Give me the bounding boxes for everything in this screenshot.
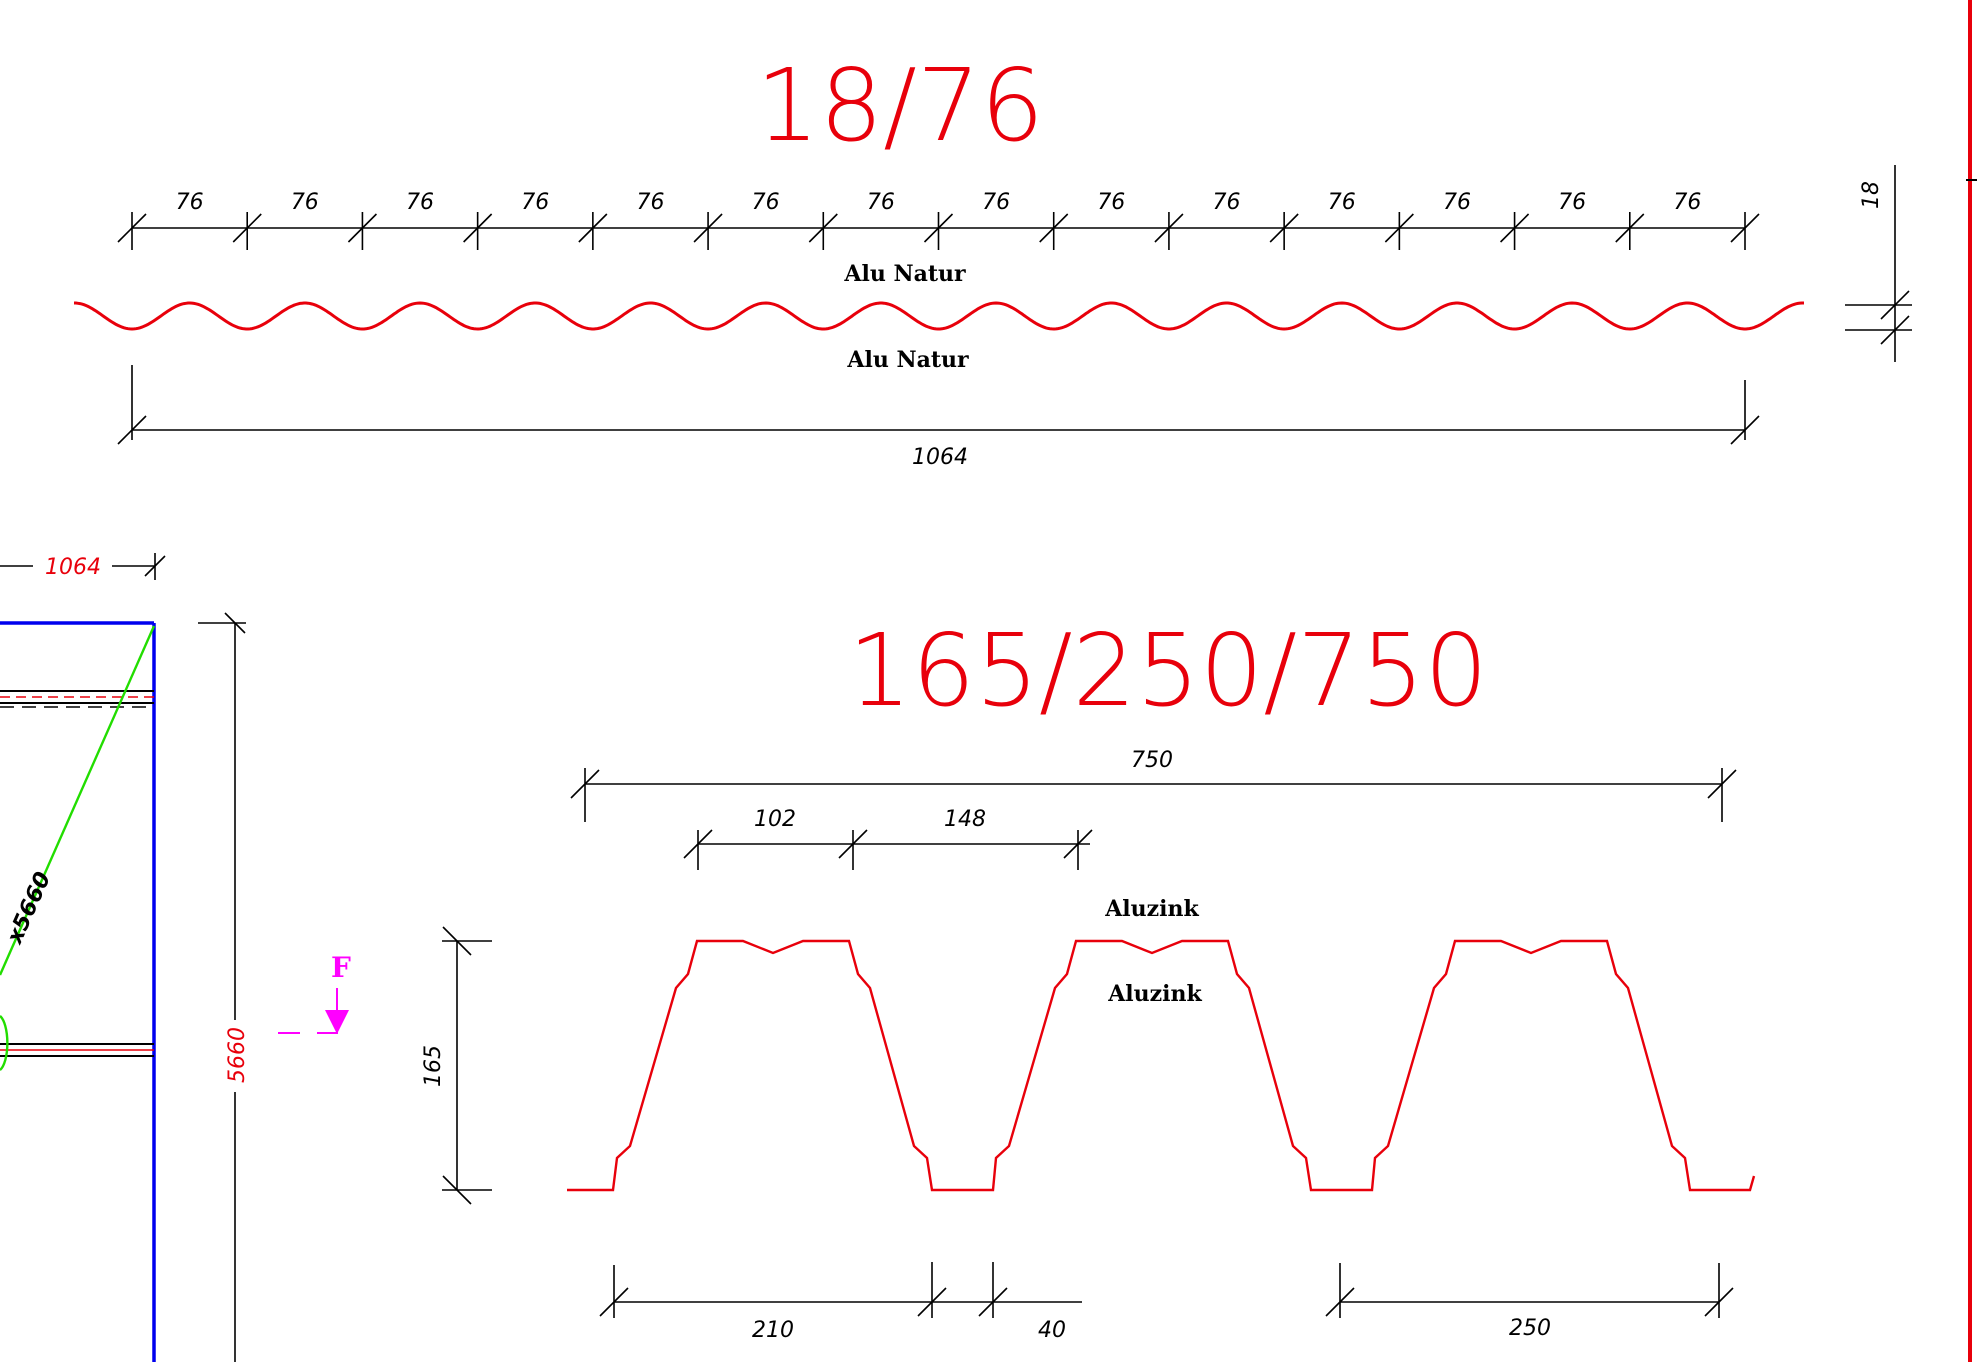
profile2-top-b-label: 148 xyxy=(944,807,986,832)
profile1-title: 18/76 xyxy=(756,47,1044,164)
left-panel-height-dimension xyxy=(198,612,246,1362)
pitch-tick-mark xyxy=(923,213,954,243)
pitch-tick-mark xyxy=(347,213,377,243)
pitch-tick-mark xyxy=(1039,213,1069,243)
left-panel-height-label: 5660 xyxy=(225,1027,250,1083)
left-panel-width-label: 1064 xyxy=(45,555,101,580)
pitch-label: 76 xyxy=(1097,190,1125,215)
pitch-tick-mark xyxy=(1384,213,1414,243)
profile2-title: 165/250/750 xyxy=(848,612,1488,729)
pitch-tick-mark xyxy=(693,213,723,243)
profile2-bottom-a-label: 210 xyxy=(752,1318,794,1343)
pitch-label: 76 xyxy=(406,190,434,215)
corrugated-sheet-profile xyxy=(74,301,1804,331)
profile1-height-label: 18 xyxy=(1859,181,1884,209)
pitch-tick-mark xyxy=(1154,213,1184,243)
left-panel: 1064 x5660 5660 xyxy=(0,553,351,1362)
panel-diagonal-brace xyxy=(0,625,156,976)
panel-rail-top xyxy=(0,690,154,708)
profile2-height-label: 165 xyxy=(421,1045,446,1087)
force-arrow xyxy=(278,988,349,1034)
profile1-width-label: 1064 xyxy=(912,445,968,470)
pitch-tick-mark xyxy=(463,213,493,243)
profile2-bottom-b-label: 40 xyxy=(1038,1318,1066,1343)
profile-165-250-750: 165/250/750 750 102 148 Aluzink Aluzink xyxy=(421,612,1756,1343)
title-block-edge xyxy=(1966,0,1977,1362)
panel-frame xyxy=(0,621,156,1362)
pitch-tick-mark xyxy=(232,213,262,243)
pitch-label: 76 xyxy=(636,190,664,215)
pitch-dimension-chain xyxy=(117,212,1760,250)
profile1-material-bottom: Alu Natur xyxy=(846,347,969,373)
profile2-bottom-c-label: 250 xyxy=(1509,1316,1551,1341)
overall-width-dimension xyxy=(117,365,1760,445)
profile2-top-flange-dimension xyxy=(683,829,1093,870)
pitch-label: 76 xyxy=(752,190,780,215)
pitch-tick-mark xyxy=(578,213,608,243)
panel-node-circle xyxy=(0,1015,9,1071)
pitch-label: 76 xyxy=(291,190,319,215)
pitch-label: 76 xyxy=(1328,190,1356,215)
profile-18-76: 18/76 76 76 76 76 76 76 76 76 76 76 76 76 76 76 Alu N… xyxy=(74,47,1912,470)
left-panel-width-dimension xyxy=(0,553,166,580)
pitch-label: 76 xyxy=(521,190,549,215)
pitch-label: 76 xyxy=(1673,190,1701,215)
pitch-tick-mark xyxy=(1615,213,1645,243)
profile2-width-label: 750 xyxy=(1131,748,1173,773)
profile1-material-top: Alu Natur xyxy=(843,261,966,287)
trapezoidal-sheet-profile xyxy=(567,939,1756,1192)
force-label: F xyxy=(331,951,351,984)
pitch-label: 76 xyxy=(867,190,895,215)
pitch-tick-mark xyxy=(1500,213,1530,243)
pitch-label: 76 xyxy=(1443,190,1471,215)
pitch-tick-mark xyxy=(808,213,838,243)
pitch-label: 76 xyxy=(982,190,1010,215)
pitch-tick-mark xyxy=(1269,213,1299,243)
profile2-width-dimension xyxy=(570,768,1737,822)
pitch-label: 76 xyxy=(1213,190,1241,215)
pitch-tick-mark xyxy=(1730,213,1760,243)
profile2-top-a-label: 102 xyxy=(754,807,796,832)
profile2-bottom-dimensions xyxy=(599,1262,1734,1318)
profile2-material-top: Aluzink xyxy=(1104,896,1199,922)
diagonal-label: x5660 xyxy=(2,868,56,948)
pitch-label: 76 xyxy=(176,190,204,215)
profile1-height-dimension xyxy=(1845,165,1912,362)
profile2-height-dimension xyxy=(442,926,492,1205)
panel-rail-middle xyxy=(0,1043,154,1057)
pitch-tick-mark xyxy=(117,213,147,243)
profile2-material-bottom: Aluzink xyxy=(1107,981,1202,1007)
pitch-label: 76 xyxy=(1558,190,1586,215)
